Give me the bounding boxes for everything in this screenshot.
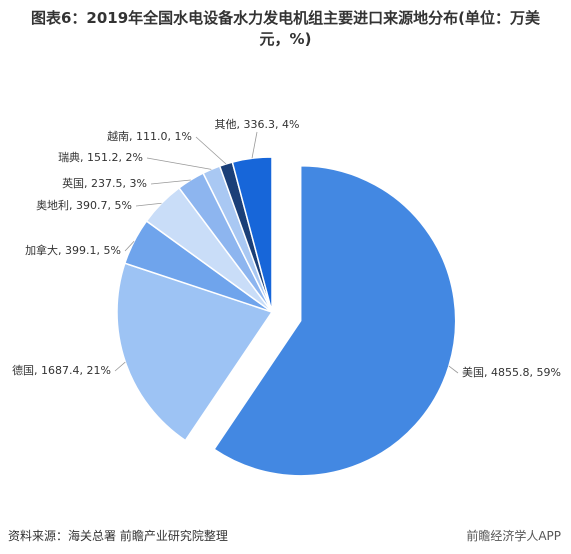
pie-slice: [116, 262, 274, 442]
data-label: 瑞典, 151.2, 2%: [58, 150, 143, 164]
data-label: 美国, 4855.8, 59%: [462, 366, 561, 379]
leader-line: [124, 241, 135, 252]
data-label: 其他, 336.3, 4%: [215, 118, 300, 131]
chart-title: 图表6：2019年全国水电设备水力发电机组主要进口来源地分布(单位：万美元，%): [30, 9, 541, 48]
leader-line: [150, 179, 191, 185]
leader-line: [146, 157, 212, 170]
data-label: 英国, 237.5, 3%: [62, 176, 147, 190]
source-note: 资料来源：海关总署 前瞻产业研究院整理: [8, 529, 228, 543]
leader-line: [448, 365, 459, 374]
data-label: 德国, 1687.4, 21%: [12, 363, 111, 377]
leader-line: [135, 202, 162, 207]
data-label: 越南, 111.0, 1%: [107, 129, 192, 143]
data-label: 奥地利, 390.7, 5%: [36, 198, 132, 212]
leader-line: [114, 361, 126, 372]
data-label: 加拿大, 399.1, 5%: [25, 243, 121, 257]
watermark: 前瞻经济学人APP: [466, 529, 561, 543]
leader-line: [251, 131, 258, 159]
leader-line: [195, 136, 227, 165]
